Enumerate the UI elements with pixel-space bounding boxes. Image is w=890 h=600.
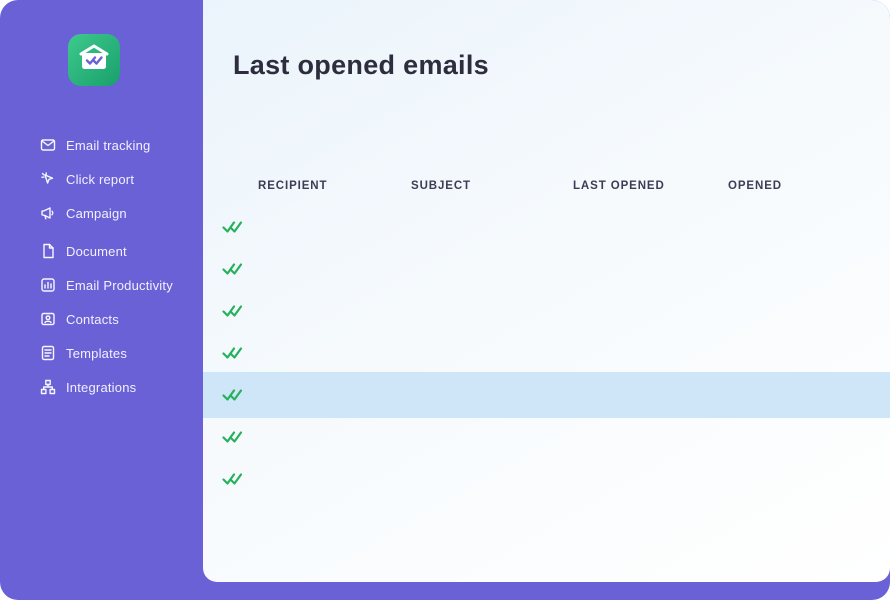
table-row[interactable]	[203, 372, 890, 418]
column-header-last-opened: LAST OPENED	[573, 180, 665, 192]
sidebar: Email tracking Click report	[0, 0, 203, 600]
table-body	[203, 206, 890, 500]
table-row[interactable]	[203, 332, 890, 374]
sidebar-item-document[interactable]: Document	[0, 234, 203, 268]
integrations-nodes-icon	[40, 379, 56, 395]
sidebar-menu: Email tracking Click report	[0, 128, 203, 404]
contact-card-icon	[40, 311, 56, 327]
table-row[interactable]	[203, 290, 890, 332]
sidebar-item-click-report[interactable]: Click report	[0, 162, 203, 196]
sidebar-item-label: Campaign	[66, 205, 127, 221]
sidebar-item-campaign[interactable]: Campaign	[0, 196, 203, 230]
sidebar-item-email-productivity[interactable]: Email Productivity	[0, 268, 203, 302]
sidebar-item-label: Templates	[66, 345, 128, 361]
double-check-icon	[222, 430, 258, 444]
double-check-icon	[222, 472, 258, 486]
sidebar-item-email-tracking[interactable]: Email tracking	[0, 128, 203, 162]
sidebar-item-contacts[interactable]: Contacts	[0, 302, 203, 336]
document-icon	[40, 243, 56, 259]
page-title: Last opened emails	[233, 50, 489, 80]
sidebar-item-label: Integrations	[66, 379, 137, 395]
table-header-row: RECIPIENT SUBJECT LAST OPENED OPENED	[203, 180, 890, 192]
table-row[interactable]	[203, 416, 890, 458]
sidebar-item-label: Contacts	[66, 311, 119, 327]
sidebar-item-label: Click report	[66, 171, 135, 187]
table-row[interactable]	[203, 206, 890, 248]
sidebar-item-label: Email tracking	[66, 137, 151, 153]
checkmark-envelope-logo-icon	[68, 34, 120, 86]
envelope-icon	[40, 137, 56, 153]
column-header-opened: OPENED	[728, 180, 782, 192]
double-check-icon	[222, 304, 258, 318]
double-check-icon	[222, 346, 258, 360]
megaphone-icon	[40, 205, 56, 221]
column-header-subject: SUBJECT	[411, 180, 471, 192]
sidebar-item-integrations[interactable]: Integrations	[0, 370, 203, 404]
last-opened-emails-table: RECIPIENT SUBJECT LAST OPENED OPENED	[203, 180, 890, 500]
template-lines-icon	[40, 345, 56, 361]
sidebar-item-label: Document	[66, 243, 127, 259]
table-row[interactable]	[203, 248, 890, 290]
double-check-icon	[222, 220, 258, 234]
main-panel: Last opened emails RECIPIENT SUBJECT LAS…	[203, 0, 890, 582]
column-header-recipient: RECIPIENT	[258, 180, 328, 192]
double-check-icon	[222, 388, 258, 402]
bar-chart-icon	[40, 277, 56, 293]
app-logo[interactable]	[68, 34, 120, 86]
sidebar-item-templates[interactable]: Templates	[0, 336, 203, 370]
click-cursor-icon	[40, 171, 56, 187]
sidebar-item-label: Email Productivity	[66, 277, 173, 293]
double-check-icon	[222, 262, 258, 276]
table-row[interactable]	[203, 458, 890, 500]
